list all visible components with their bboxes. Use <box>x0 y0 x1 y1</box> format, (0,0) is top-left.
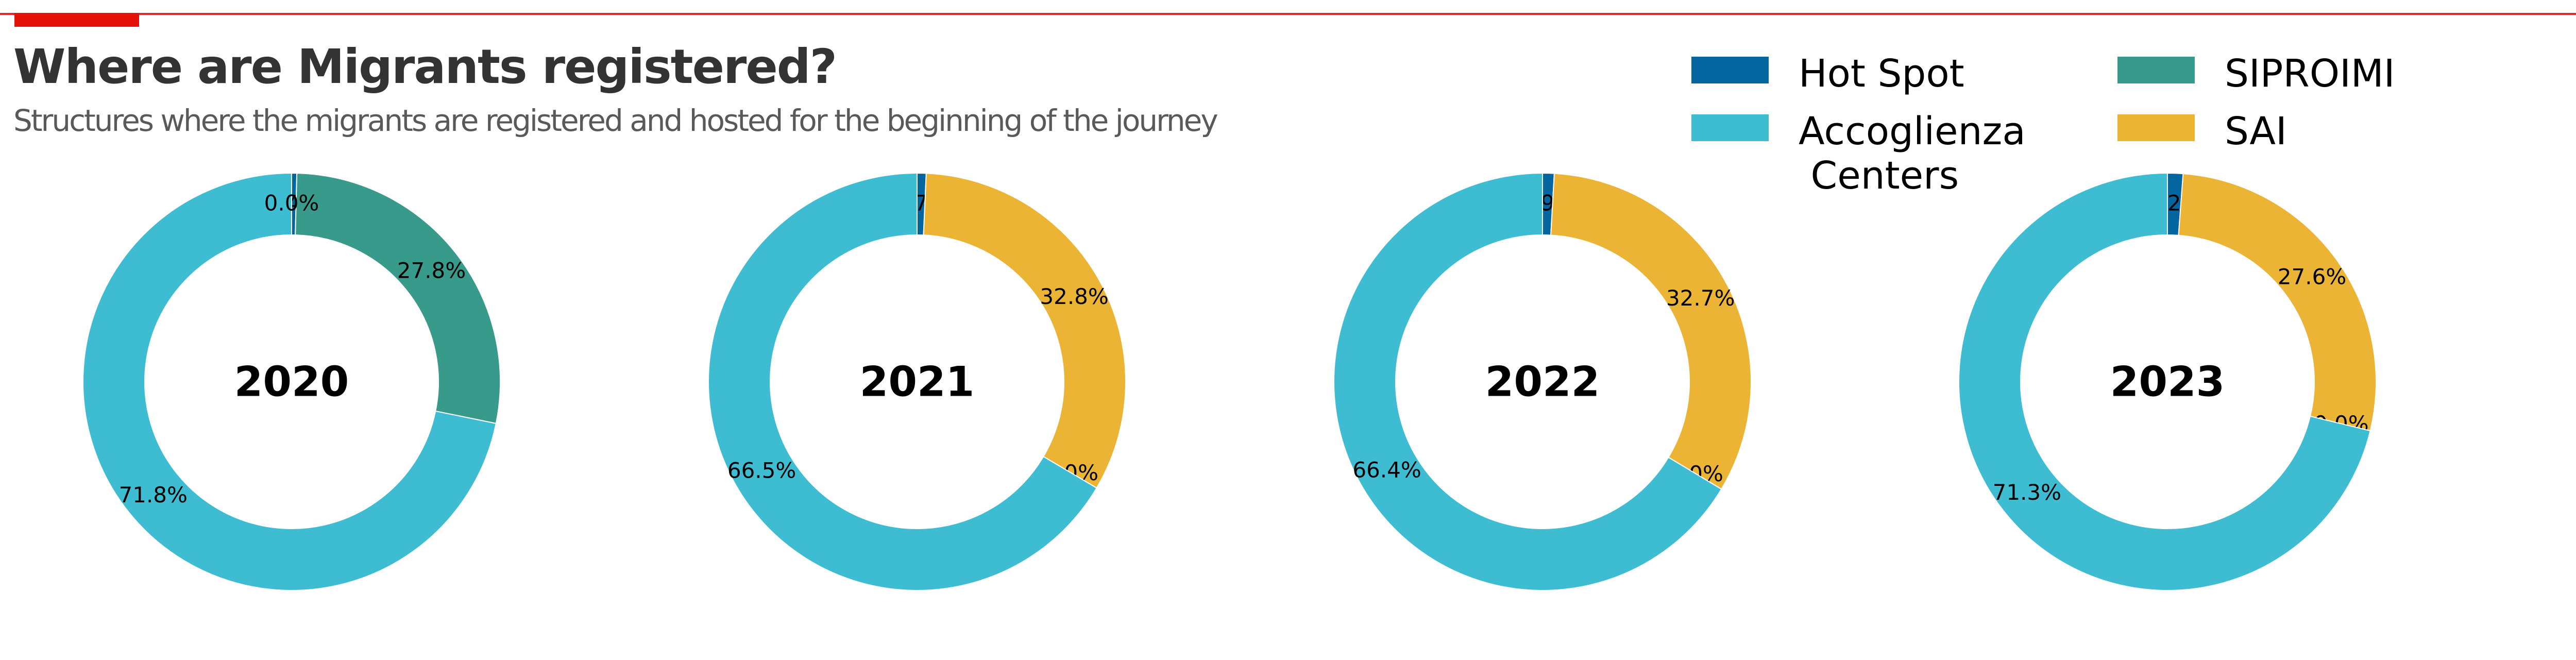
legend-label-sai: SAI <box>2225 109 2287 154</box>
slice-2020-siproimi <box>295 173 501 425</box>
slice-2022-accoglienza-centers <box>1333 172 1722 591</box>
legend-item-accoglienza: Accoglienza Centers <box>1691 109 2026 198</box>
slice-2023-accoglienza-centers <box>1958 172 2371 591</box>
legend-swatch-siproimi <box>2117 57 2195 83</box>
data-label-2022-sai: 32.7% <box>1666 285 1735 311</box>
data-label-2023-sai: 27.6% <box>2278 264 2346 289</box>
header-rule <box>0 13 2576 15</box>
slice-2020-accoglienza-centers <box>82 172 497 591</box>
data-label-2023-accoglienza-centers: 71.3% <box>1993 480 2061 505</box>
slice-2023-sai <box>2178 173 2377 432</box>
data-label-2021-sai: 32.8% <box>1040 284 1108 309</box>
slice-2022-sai <box>1550 173 1752 490</box>
donut-year-label-2020: 2020 <box>234 358 349 406</box>
brand-accent-bar <box>14 13 139 27</box>
chart-title: Where are Migrants registered? <box>13 39 837 94</box>
legend-item-siproimi: SIPROIMI <box>2117 52 2395 96</box>
slice-2021-sai <box>923 173 1126 489</box>
data-label-2020-siproimi: 27.8% <box>397 258 466 283</box>
donut-2022: 0.9%32.7%0.0%66.4%2022 <box>1333 172 1752 591</box>
legend-label-hotspot: Hot Spot <box>1799 52 1964 96</box>
donut-year-label-2021: 2021 <box>860 358 975 406</box>
donut-year-label-2023: 2023 <box>2110 358 2225 406</box>
legend-item-sai: SAI <box>2117 109 2287 154</box>
legend-item-hotspot: Hot Spot <box>1691 52 1964 96</box>
data-label-2021-accoglienza-centers: 66.5% <box>727 458 796 483</box>
legend-swatch-sai <box>2117 114 2195 141</box>
donut-2023: 1.2%27.6%0.0%71.3%2023 <box>1958 172 2377 591</box>
data-label-2020-sai: 0.0% <box>264 191 319 216</box>
chart-subtitle: Structures where the migrants are regist… <box>13 103 1218 138</box>
slice-2021-accoglienza-centers <box>708 172 1097 591</box>
donut-2021: 0.7%32.8%0.0%66.5%2021 <box>708 172 1126 591</box>
data-label-2022-accoglienza-centers: 66.4% <box>1352 457 1421 482</box>
legend-swatch-accoglienza <box>1691 114 1769 141</box>
legend-label-accoglienza: Accoglienza Centers <box>1799 109 2026 198</box>
data-label-2020-accoglienza-centers: 71.8% <box>119 482 188 507</box>
donut-year-label-2022: 2022 <box>1485 358 1600 406</box>
donut-2020: 0.4%27.8%71.8%0.0%2020 <box>82 172 501 591</box>
legend-swatch-hotspot <box>1691 57 1769 83</box>
legend-label-siproimi: SIPROIMI <box>2225 52 2395 96</box>
